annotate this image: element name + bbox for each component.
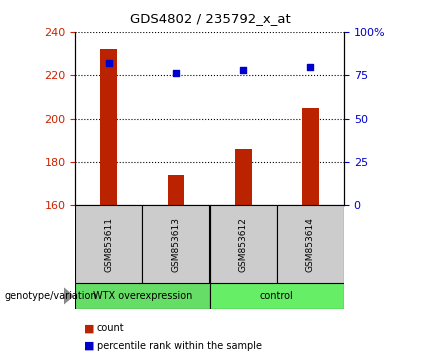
Text: count: count [97,323,124,333]
Text: GSM853612: GSM853612 [239,217,248,272]
Bar [210,205,277,283]
Text: ■: ■ [84,341,94,351]
Bar [277,205,344,283]
Bar [235,149,252,205]
Polygon shape [64,288,73,304]
Bar [168,175,184,205]
Point [307,64,314,69]
Point [240,67,247,73]
Text: GDS4802 / 235792_x_at: GDS4802 / 235792_x_at [130,12,291,25]
Text: genotype/variation: genotype/variation [4,291,97,301]
Text: percentile rank within the sample: percentile rank within the sample [97,341,262,351]
Point [105,60,112,66]
Point [172,71,179,76]
Text: WTX overexpression: WTX overexpression [93,291,192,301]
Bar [101,49,117,205]
Text: ■: ■ [84,323,94,333]
Bar [75,205,142,283]
Text: GSM853613: GSM853613 [172,217,181,272]
Text: GSM853611: GSM853611 [104,217,114,272]
Text: control: control [260,291,294,301]
Bar [142,205,210,283]
Bar [302,108,319,205]
Text: GSM853614: GSM853614 [306,217,315,272]
Bar [75,283,210,309]
Bar [210,283,344,309]
